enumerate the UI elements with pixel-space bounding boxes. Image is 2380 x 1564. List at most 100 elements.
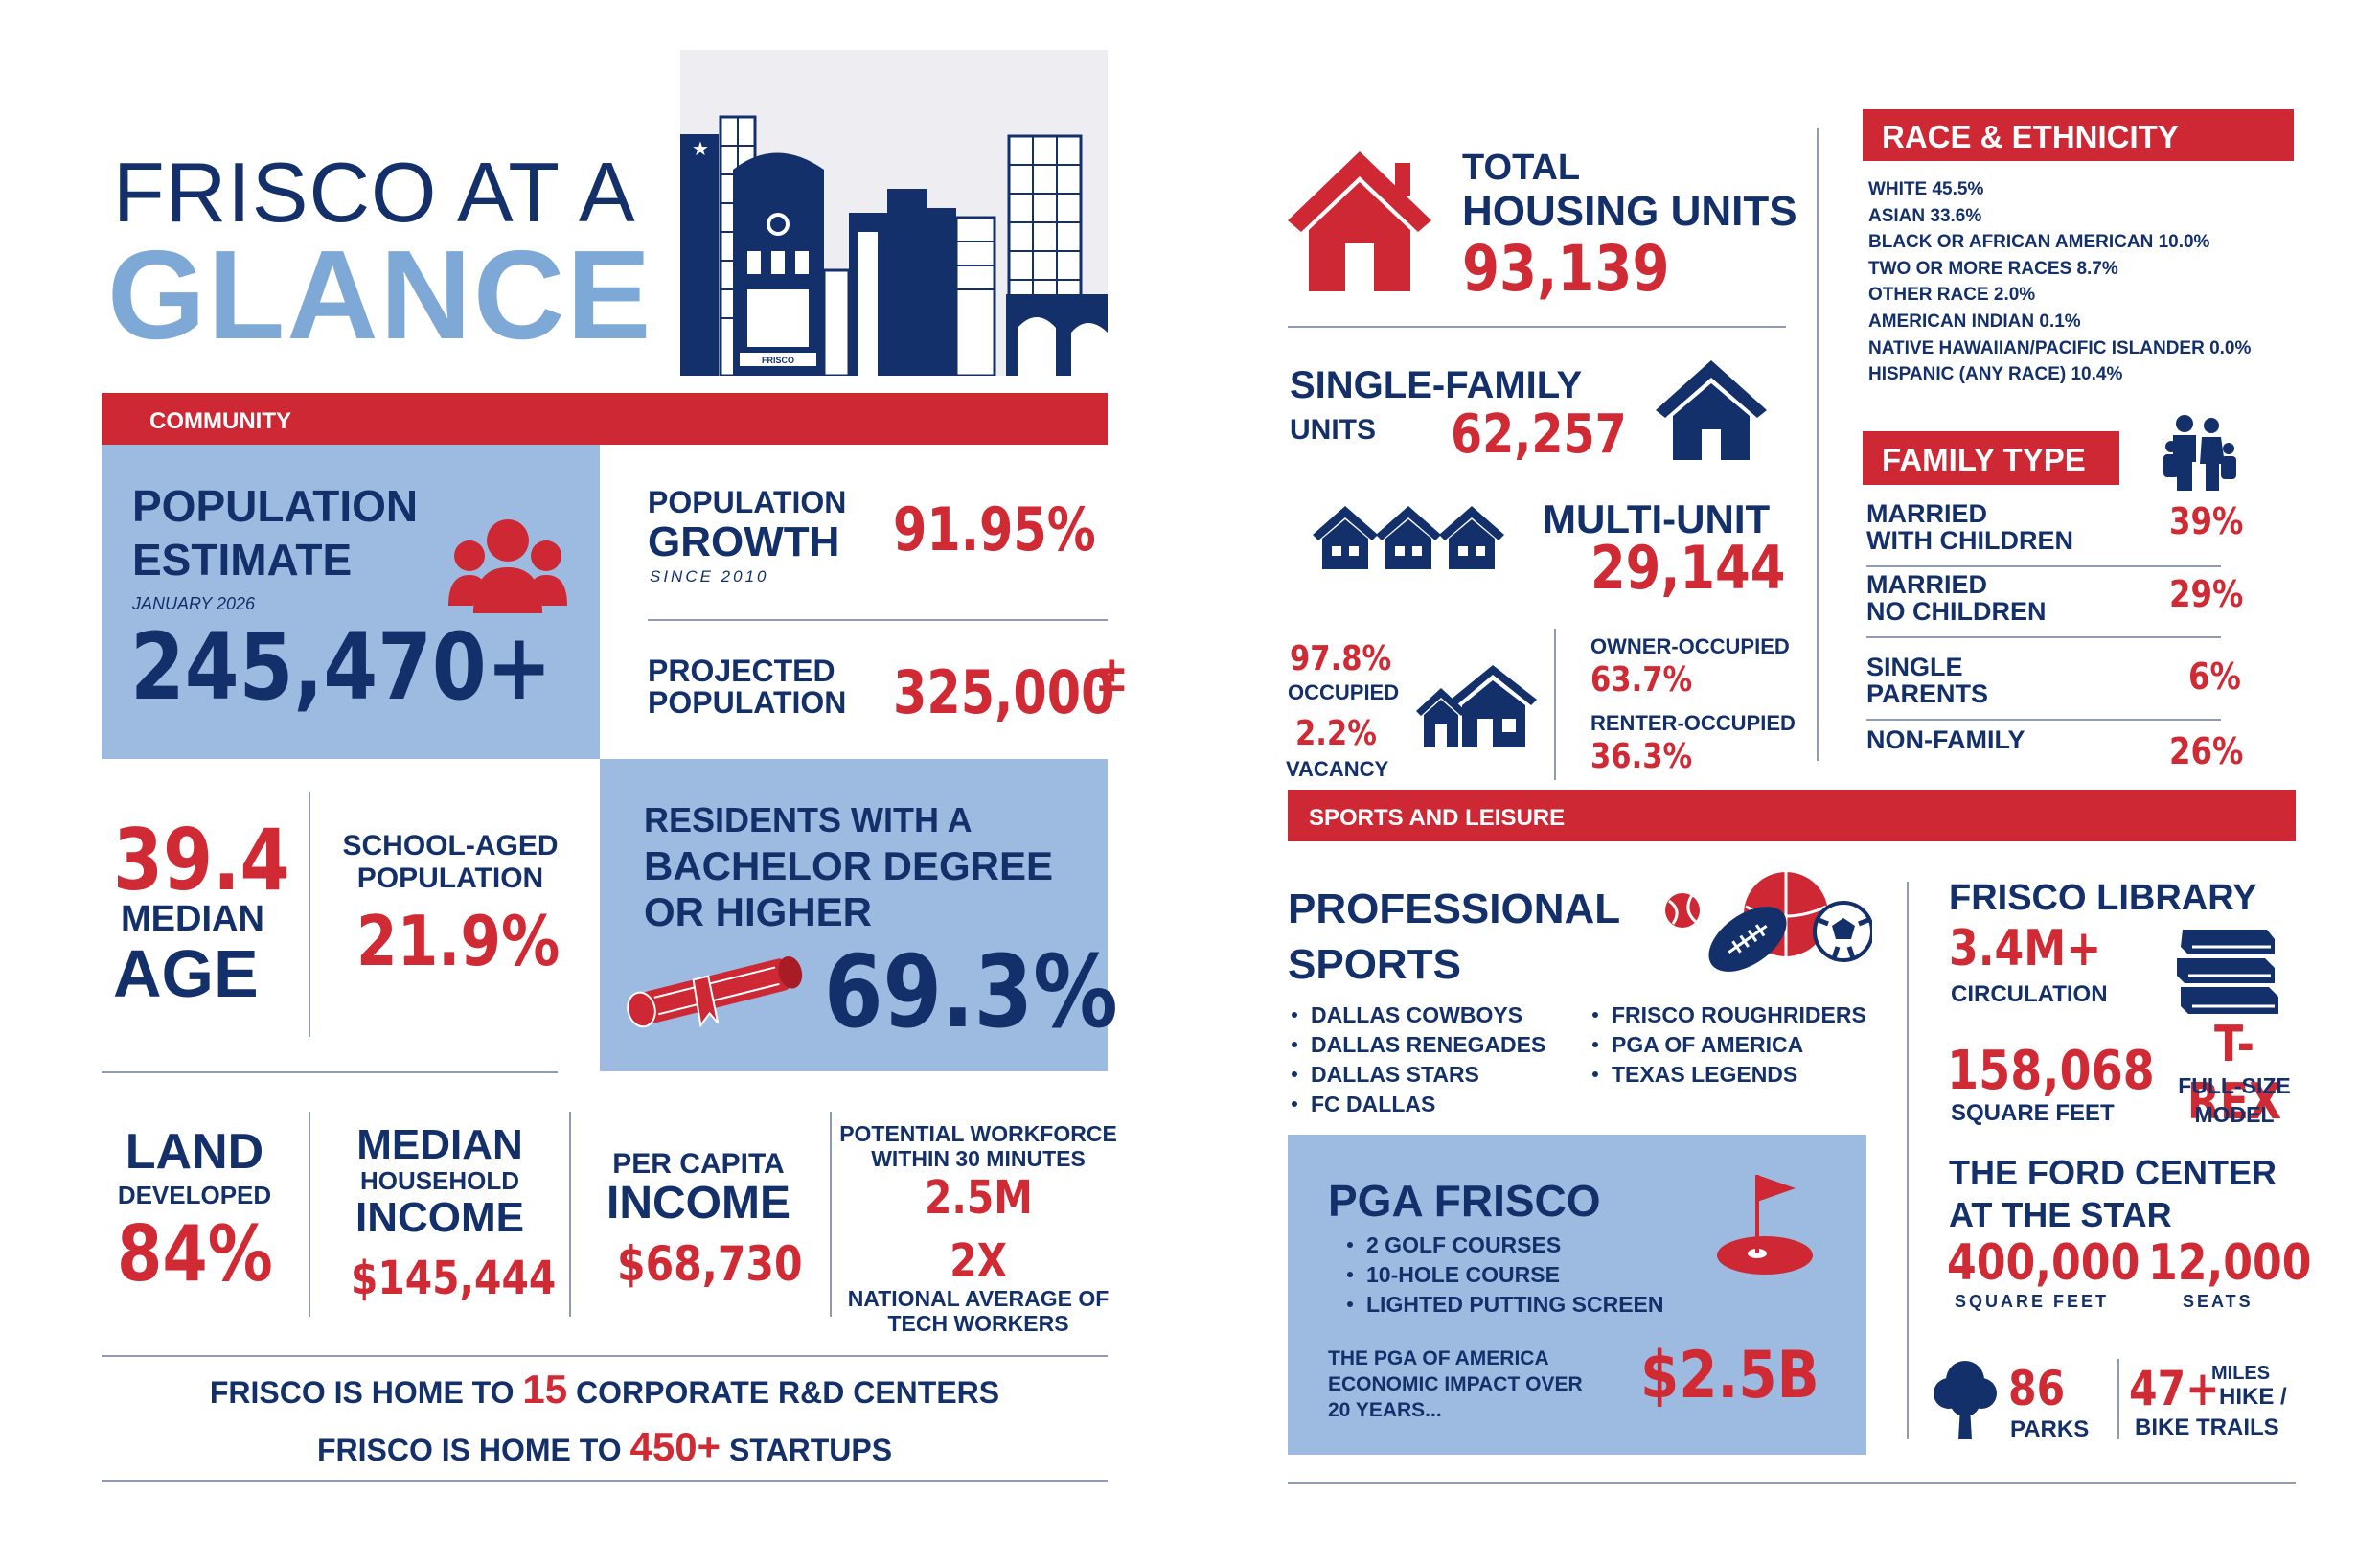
population-label: POPULATION ESTIMATE <box>132 479 418 586</box>
diploma-icon <box>627 956 803 1028</box>
golf-flag-icon <box>1717 1175 1813 1275</box>
renter-value: 36.3% <box>1590 736 1710 776</box>
divider <box>1866 636 2221 638</box>
parks-value-text: 86 <box>2008 1361 2066 1416</box>
startups-suffix: STARTUPS <box>728 1433 893 1467</box>
population-value-text: 245,470+ <box>130 613 553 721</box>
per-capita-label1: PER CAPITA <box>612 1148 785 1180</box>
school-aged-value-text: 21.9% <box>356 901 561 981</box>
family-row-value-text: 6% <box>2188 656 2241 698</box>
divider <box>1866 565 2221 567</box>
pro-sports-label: PROFESSIONAL SPORTS <box>1288 882 1620 993</box>
total-housing-value-text: 93,139 <box>1462 232 1670 306</box>
median-income-label: MEDIAN HOUSEHOLD INCOME <box>330 1123 550 1242</box>
bachelor-label-line2: BACHELOR DEGREE <box>644 843 1054 888</box>
divider <box>1907 882 1909 1439</box>
ford-title: THE FORD CENTER AT THE STAR <box>1949 1152 2277 1236</box>
houses-icon <box>1416 665 1537 748</box>
population-value: 245,470+ <box>130 613 627 721</box>
family-icon <box>2163 415 2236 491</box>
pro-teams-list-1: DALLAS COWBOYS DALLAS RENEGADES DALLAS S… <box>1290 1000 1545 1119</box>
school-aged-label-line2: POPULATION <box>356 862 544 894</box>
team-item: FRISCO ROUGHRIDERS <box>1590 1000 1866 1030</box>
trex-value: T-REX <box>2167 1016 2301 1131</box>
family-row-label: PARENTS <box>1866 679 1989 708</box>
multi-unit-value: 29,144 <box>1590 533 1819 603</box>
trails-label-miles: MILES <box>2211 1363 2271 1384</box>
team-item: TEXAS LEGENDS <box>1590 1060 1866 1090</box>
workforce-label-line1: POTENTIAL WORKFORCE <box>839 1121 1117 1146</box>
family-row-value: 26% <box>2169 730 2256 773</box>
family-row-label: NO CHILDREN <box>1866 597 2047 626</box>
race-header: RACE & ETHNICITY <box>1863 109 2294 161</box>
team-item: DALLAS RENEGADES <box>1290 1030 1545 1060</box>
single-family-label1: SINGLE-FAMILY <box>1290 364 1583 406</box>
race-item: AMERICAN INDIAN 0.1% <box>1868 310 2081 332</box>
sports-balls-icon <box>1665 872 1872 972</box>
pga-impact-label: THE PGA OF AMERICA ECONOMIC IMPACT OVER … <box>1328 1346 1583 1423</box>
renter-value-text: 36.3% <box>1590 737 1693 776</box>
land-label1: LAND <box>125 1124 264 1180</box>
pga-item: 2 GOLF COURSES <box>1345 1230 1664 1260</box>
median-income-label-line2: HOUSEHOLD <box>359 1166 520 1195</box>
townhouses-icon <box>1313 506 1504 569</box>
divider <box>1288 1482 2296 1484</box>
family-row-value-text: 29% <box>2169 573 2244 615</box>
total-housing-value: 93,139 <box>1462 232 1706 306</box>
median-age-label2: AGE <box>113 936 259 1011</box>
team-item: DALLAS STARS <box>1290 1060 1545 1090</box>
trails-label-hike: HIKE / <box>2219 1384 2287 1410</box>
median-age-label1: MEDIAN <box>121 899 264 939</box>
family-row-label: MARRIED <box>1866 499 1987 528</box>
total-housing-label-line2: HOUSING UNITS <box>1462 188 1797 235</box>
single-house-icon <box>1656 360 1767 460</box>
bachelor-label: RESIDENTS WITH A BACHELOR DEGREE OR HIGH… <box>644 797 1053 935</box>
owner-value-text: 63.7% <box>1590 660 1693 700</box>
single-family-value-text: 62,257 <box>1451 403 1627 466</box>
projected-value-text: 325,000 <box>893 657 1115 727</box>
svg-text:★: ★ <box>692 139 709 160</box>
race-list: WHITE 45.5% ASIAN 33.6% BLACK OR AFRICAN… <box>1868 176 2251 388</box>
rd-centers-line: FRISCO IS HOME TO 15 CORPORATE R&D CENTE… <box>102 1367 1108 1413</box>
page-title-line1: FRISCO AT A <box>113 145 636 240</box>
workforce-value1-text: 2.5M <box>924 1171 1033 1225</box>
library-sqft-value-text: 158,068 <box>1947 1040 2155 1102</box>
divider <box>102 1071 558 1073</box>
divider <box>1554 629 1556 780</box>
parks-label: PARKS <box>2010 1416 2090 1442</box>
divider <box>309 1112 310 1317</box>
trails-label-bike: BIKE TRAILS <box>2135 1414 2279 1440</box>
pga-item: 10-HOLE COURSE <box>1345 1260 1664 1290</box>
team-item: FC DALLAS <box>1290 1090 1545 1119</box>
community-header: COMMUNITY <box>102 393 1108 445</box>
skyline-sign-text: FRISCO <box>762 356 794 365</box>
divider <box>2117 1359 2119 1439</box>
multi-unit-value-text: 29,144 <box>1590 533 1786 603</box>
race-item: OTHER RACE 2.0% <box>1868 285 2036 306</box>
family-row-value: 29% <box>2169 573 2256 616</box>
median-income-value-text: $145,444 <box>351 1252 557 1305</box>
vacancy-value-text: 2.2% <box>1295 714 1377 753</box>
projected-plus-minus: ± <box>1098 647 1126 702</box>
divider <box>102 1480 1108 1482</box>
family-row-value-text: 39% <box>2169 500 2244 542</box>
pga-impact-line2: ECONOMIC IMPACT OVER <box>1328 1373 1583 1395</box>
population-label-line1: POPULATION <box>132 481 419 531</box>
race-item: ASIAN 33.6% <box>1868 205 1982 226</box>
divider <box>648 619 1108 621</box>
page-title-line2: GLANCE <box>107 224 653 365</box>
workforce-value1: 2.5M <box>839 1171 1117 1225</box>
family-header: FAMILY TYPE <box>1863 431 2119 485</box>
family-row-label: WITH CHILDREN <box>1866 526 2073 555</box>
projected-label: PROJECTED POPULATION <box>648 656 846 719</box>
library-title: FRISCO LIBRARY <box>1949 878 2257 918</box>
race-item: HISPANIC (ANY RACE) 10.4% <box>1868 364 2123 385</box>
per-capita-value: $68,730 <box>617 1236 835 1292</box>
family-row: NON-FAMILY <box>1866 726 2025 753</box>
vacancy-value: 2.2% <box>1295 713 1391 753</box>
growth-label: POPULATION GROWTH <box>648 485 846 565</box>
occupied-label: OCCUPIED <box>1288 680 1400 704</box>
divider <box>1817 128 1819 761</box>
family-row-value-text: 26% <box>2169 730 2244 772</box>
ford-sqft-value-text: 400,000 <box>1947 1234 2140 1292</box>
